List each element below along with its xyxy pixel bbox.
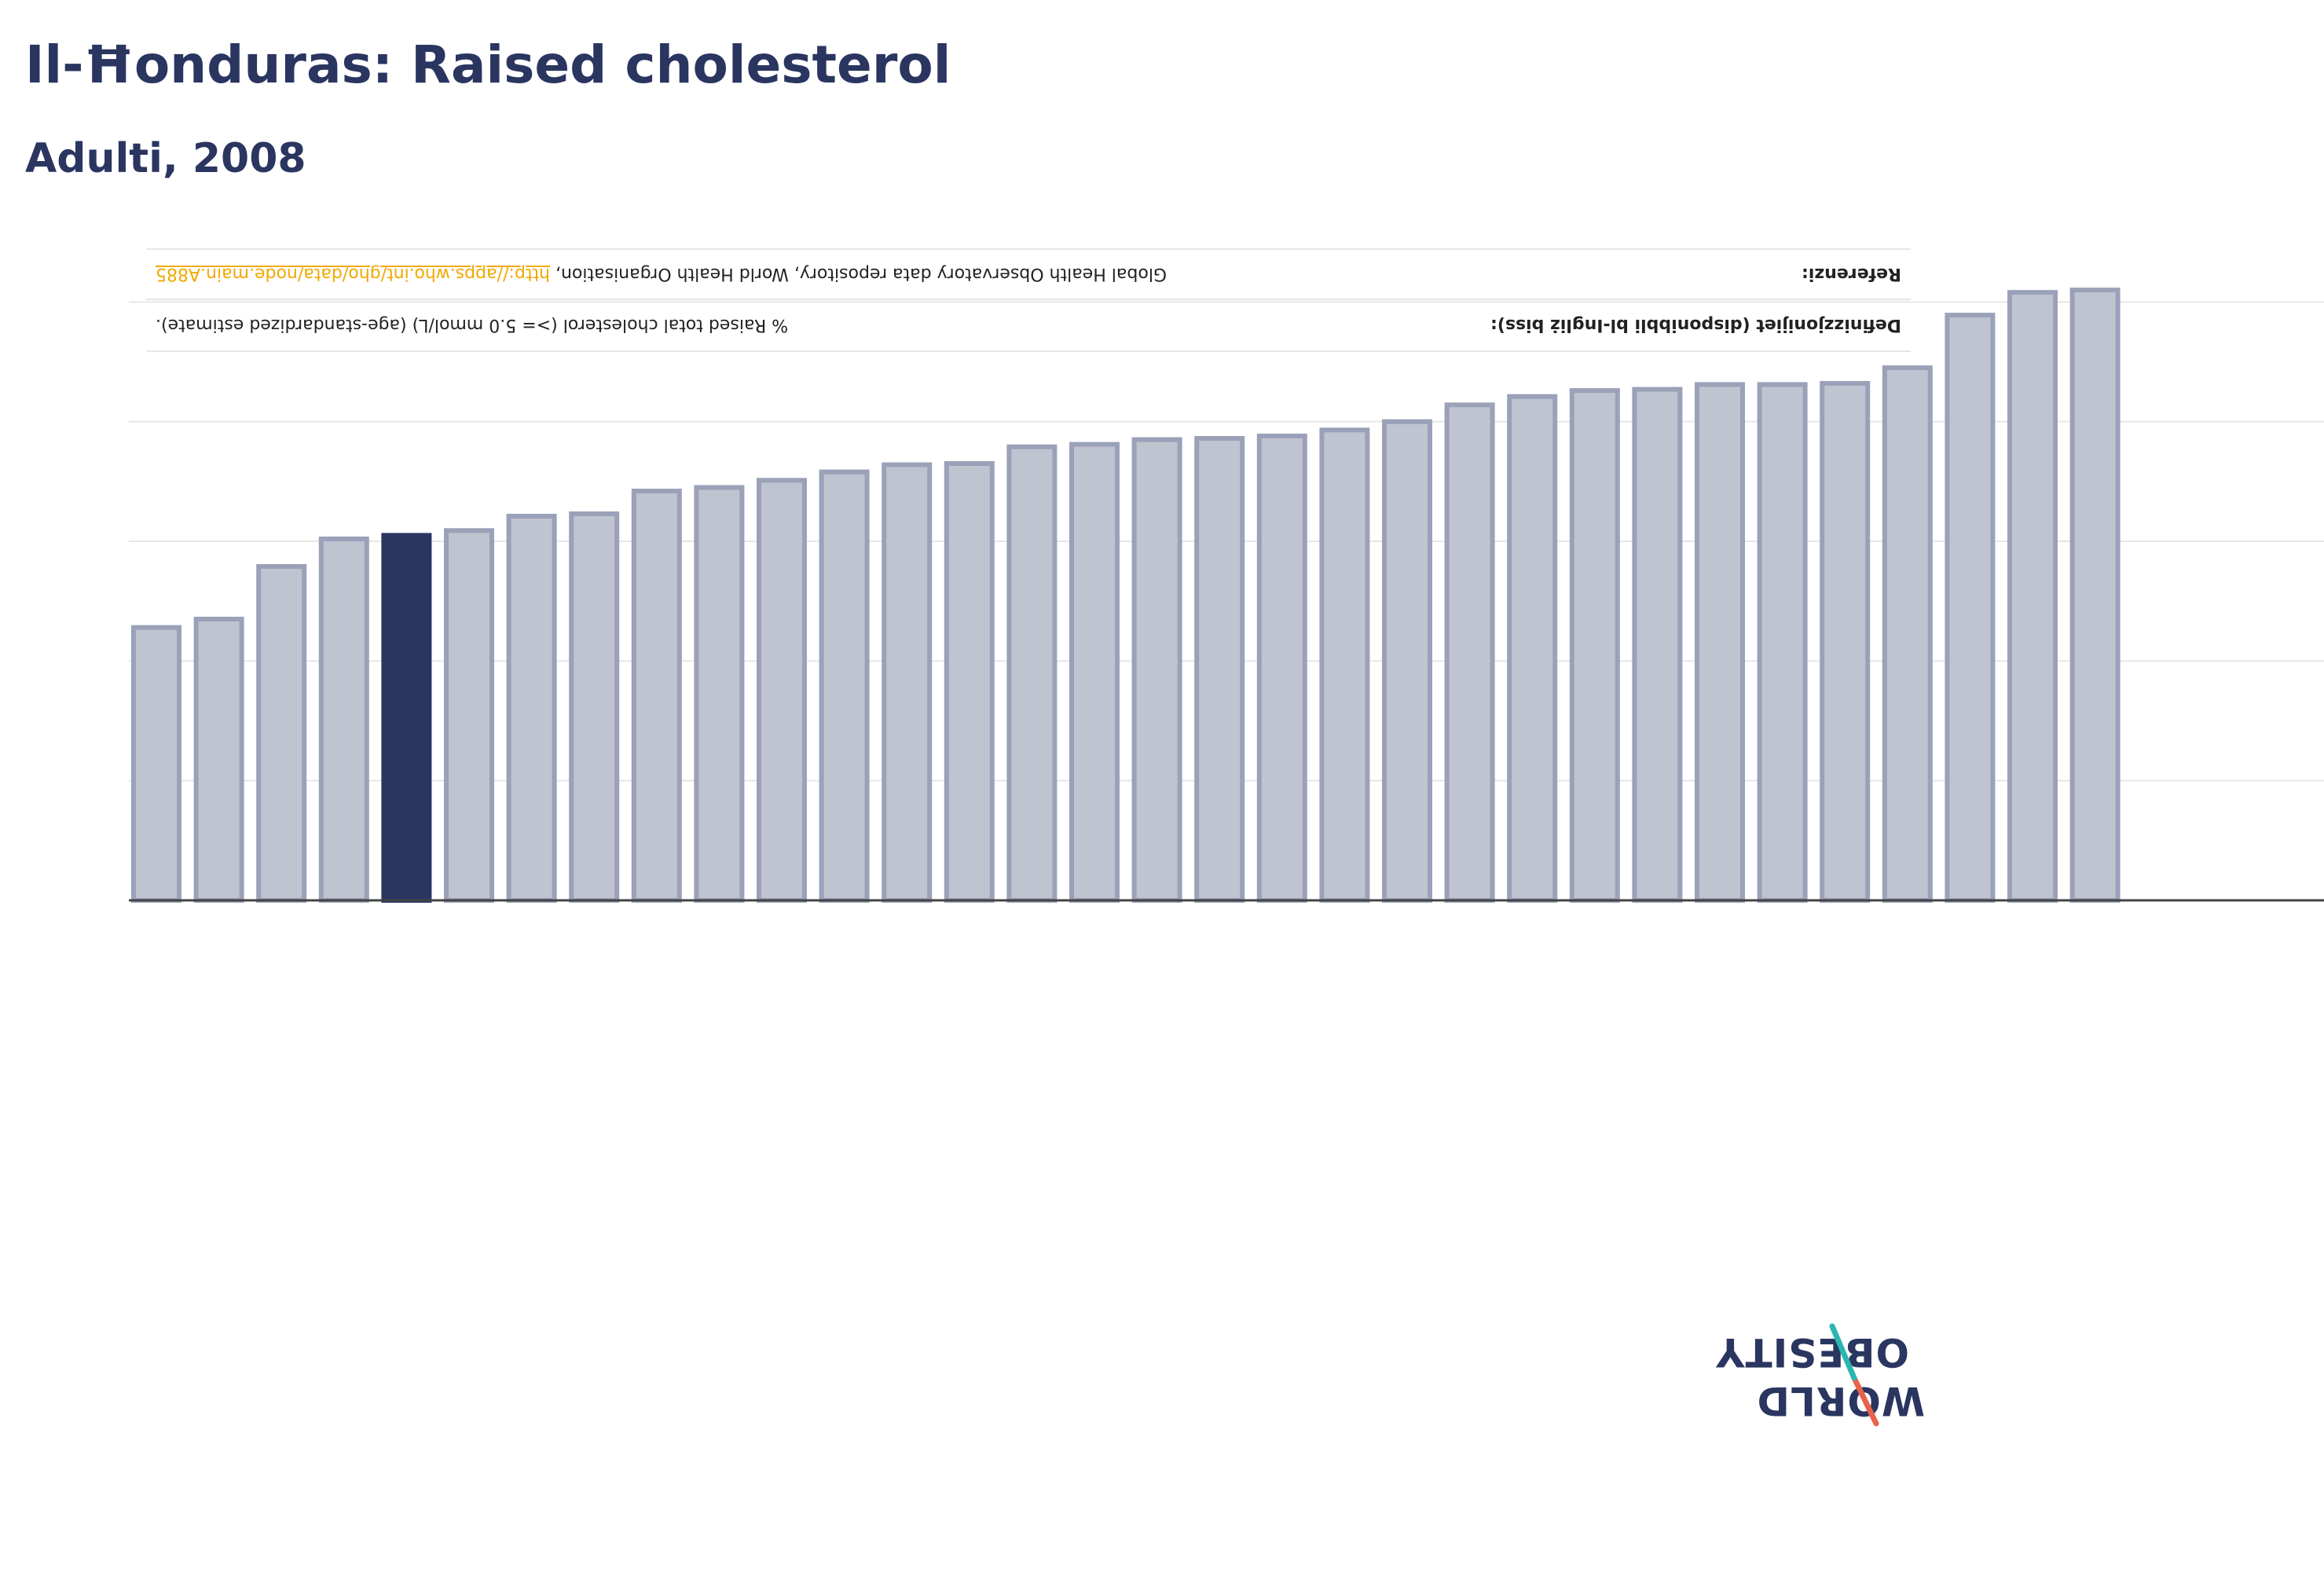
bar bbox=[193, 617, 244, 903]
reference-text: Global Health Observatory data repositor… bbox=[555, 264, 1167, 284]
bar bbox=[131, 625, 181, 903]
chart-subtitle: Adulti, 2008 bbox=[25, 135, 306, 182]
bar bbox=[1194, 435, 1245, 903]
bar bbox=[318, 536, 369, 903]
bar bbox=[1757, 382, 1808, 903]
bar bbox=[882, 462, 933, 903]
reference-link[interactable]: http://apps.who.int/gho/data/node.main.A… bbox=[156, 264, 551, 284]
bar bbox=[944, 460, 995, 903]
reference-value: Global Health Observatory data repositor… bbox=[156, 265, 1167, 284]
definition-label: Definizzjonijiet (disponibbli bl-Ingliż … bbox=[1490, 315, 1901, 335]
bar bbox=[1507, 394, 1558, 903]
bar bbox=[506, 514, 557, 903]
bar bbox=[2007, 290, 2058, 903]
bar bbox=[444, 528, 494, 903]
bar bbox=[1820, 380, 1871, 903]
bar bbox=[2069, 288, 2121, 903]
bar bbox=[569, 511, 620, 903]
bar bbox=[1256, 433, 1307, 903]
info-table: Definizzjonijiet (disponibbli bl-Ingliż … bbox=[146, 248, 1911, 352]
definition-text: % Raised total cholesterol (>= 5.0 mmol/… bbox=[156, 315, 789, 335]
info-row-reference: Referenzi: Global Health Observatory dat… bbox=[146, 248, 1911, 300]
logo-slash-icon bbox=[1829, 1323, 1879, 1427]
bar bbox=[1569, 388, 1620, 903]
reference-label: Referenzi: bbox=[1802, 264, 1901, 284]
bar bbox=[819, 469, 870, 903]
bar bbox=[1632, 387, 1683, 903]
world-obesity-logo: WORLD OBESITY bbox=[1715, 1320, 1925, 1427]
bar bbox=[1382, 419, 1432, 903]
chart-title: Il-Ħonduras: Raised cholesterol bbox=[25, 35, 951, 95]
info-row-definition: Definizzjonijiet (disponibbli bl-Ingliż … bbox=[146, 300, 1911, 352]
bar bbox=[1695, 382, 1745, 903]
bar bbox=[1131, 437, 1182, 903]
bar bbox=[631, 489, 682, 903]
bar bbox=[757, 478, 807, 903]
bar bbox=[1945, 313, 1996, 903]
bar-highlighted bbox=[381, 533, 432, 903]
bar bbox=[1319, 427, 1370, 903]
bar bbox=[1882, 365, 1933, 903]
bar bbox=[1444, 402, 1495, 903]
bar bbox=[1069, 442, 1120, 903]
bar bbox=[694, 485, 745, 903]
bar bbox=[256, 563, 307, 903]
bar bbox=[1006, 444, 1058, 903]
